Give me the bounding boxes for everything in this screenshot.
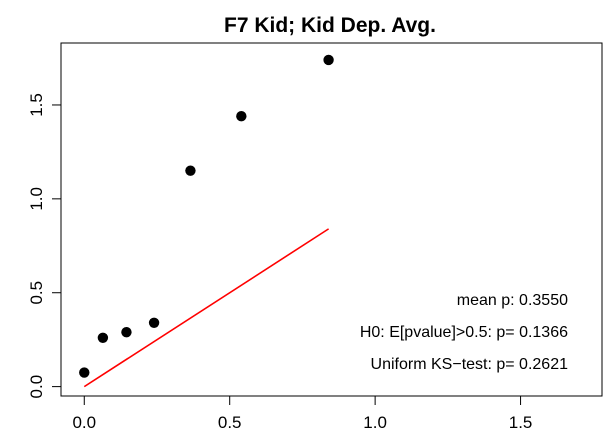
points-layer (79, 54, 334, 378)
annotation-text: Uniform KS−test: p= 0.2621 (371, 356, 569, 373)
x-tick-label: 1.0 (363, 413, 387, 432)
reference-line (83, 228, 330, 388)
annotation-text: H0: E[pvalue]>0.5: p= 0.1366 (360, 324, 568, 341)
chart-title: F7 Kid; Kid Dep. Avg. (224, 14, 436, 37)
x-tick-label: 1.5 (509, 413, 533, 432)
data-point (323, 54, 334, 66)
y-tick-label: 1.0 (27, 187, 46, 211)
x-axis: 0.0 0.5 1.0 1.5 (72, 395, 533, 432)
y-tick-label: 1.5 (27, 93, 46, 117)
y-tick-label: 0.0 (27, 375, 46, 399)
y-axis: 0.0 0.5 1.0 1.5 (27, 93, 62, 399)
data-point (185, 165, 196, 176)
x-tick-label: 0.5 (218, 413, 242, 432)
x-tick-label: 0.0 (72, 413, 96, 432)
data-point (121, 326, 132, 338)
reference-line-layer (83, 228, 330, 388)
plot-frame (60, 42, 603, 397)
data-point (79, 367, 90, 378)
data-point (97, 332, 109, 343)
y-tick-label: 0.5 (27, 281, 46, 305)
annotation-text: mean p: 0.3550 (457, 292, 568, 309)
data-point (148, 317, 160, 328)
data-point (236, 111, 247, 122)
annotations: mean p: 0.3550 H0: E[pvalue]>0.5: p= 0.13… (360, 292, 568, 373)
